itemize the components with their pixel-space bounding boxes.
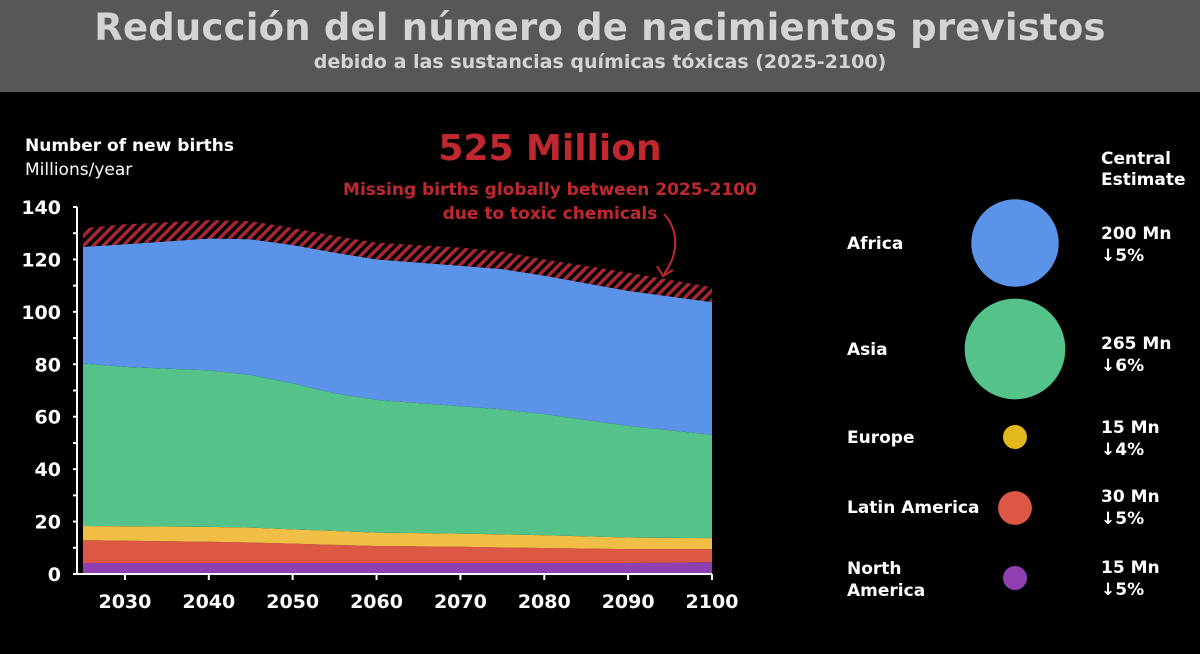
x-tick-label: 2090 xyxy=(602,591,655,613)
y-tick-label: 0 xyxy=(48,564,61,586)
x-tick-label: 2030 xyxy=(98,591,151,613)
legend-bubble xyxy=(971,199,1059,287)
estimate-latin-america: 30 Mn ↓5% xyxy=(1101,486,1160,530)
area-asia xyxy=(83,363,712,539)
estimate-change: ↓4% xyxy=(1101,440,1145,460)
annotation-arrow xyxy=(663,213,677,275)
legend-bubble xyxy=(964,298,1066,400)
estimate-change: ↓6% xyxy=(1101,356,1145,376)
legend-label-north-america: North America xyxy=(847,558,925,602)
legend-label-line-2: America xyxy=(847,581,926,601)
y-tick-label: 40 xyxy=(35,459,61,481)
legend-bubble xyxy=(1003,425,1027,449)
y-tick-label: 80 xyxy=(35,354,61,376)
page-subtitle: debido a las sustancias químicas tóxicas… xyxy=(313,51,887,73)
estimate-europe: 15 Mn ↓4% xyxy=(1101,417,1160,461)
legend-label-africa: Africa xyxy=(847,234,904,254)
annotation-text: Missing births globally between 2025-210… xyxy=(330,178,770,226)
estimate-value: 30 Mn xyxy=(1101,487,1160,507)
legend-header-line-2: Estimate xyxy=(1101,170,1186,190)
estimate-value: 200 Mn xyxy=(1101,224,1172,244)
page-title: Reducción del número de nacimientos prev… xyxy=(94,6,1106,49)
annotation-headline: 525 Million xyxy=(438,128,662,169)
estimate-value: 265 Mn xyxy=(1101,334,1172,354)
annotation-arrowhead xyxy=(656,265,674,278)
y-tick-label: 120 xyxy=(21,249,61,271)
legend-bubble xyxy=(1003,566,1027,590)
x-tick-label: 2050 xyxy=(266,591,319,613)
y-axis-unit: Millions/year xyxy=(25,160,133,180)
estimate-value: 15 Mn xyxy=(1101,418,1160,438)
area-north-america xyxy=(83,562,712,574)
legend-header: Central Estimate xyxy=(1101,149,1186,191)
legend-bubble xyxy=(998,491,1032,525)
estimate-asia: 265 Mn ↓6% xyxy=(1101,333,1171,377)
header: Reducción del número de nacimientos prev… xyxy=(0,0,1200,92)
area-missing-births xyxy=(83,220,712,303)
x-tick-label: 2040 xyxy=(182,591,235,613)
y-tick-label: 60 xyxy=(35,407,61,429)
legend-label-line-1: North xyxy=(847,559,902,579)
estimate-north-america: 15 Mn ↓5% xyxy=(1101,557,1160,601)
estimate-value: 15 Mn xyxy=(1101,558,1160,578)
y-tick-label: 20 xyxy=(35,512,61,534)
x-tick-label: 2080 xyxy=(518,591,571,613)
estimate-change: ↓5% xyxy=(1101,246,1145,266)
x-tick-label: 2070 xyxy=(434,591,487,613)
x-tick-label: 2100 xyxy=(686,591,739,613)
estimate-change: ↓5% xyxy=(1101,580,1145,600)
legend-label-europe: Europe xyxy=(847,428,915,448)
legend-header-line-1: Central xyxy=(1101,149,1171,169)
y-tick-label: 100 xyxy=(21,302,61,324)
y-axis-label: Number of new births xyxy=(25,136,235,156)
estimate-change: ↓5% xyxy=(1101,509,1145,529)
area-africa xyxy=(83,238,712,435)
annotation-line-1: Missing births globally between 2025-210… xyxy=(343,180,757,200)
legend-label-latin-america: Latin America xyxy=(847,498,980,518)
legend-label-asia: Asia xyxy=(847,340,888,360)
annotation-line-2: due to toxic chemicals xyxy=(442,204,658,224)
x-tick-label: 2060 xyxy=(350,591,403,613)
area-europe xyxy=(83,526,712,550)
y-tick-label: 140 xyxy=(21,197,61,219)
estimate-africa: 200 Mn ↓5% xyxy=(1101,223,1171,267)
area-latin-america xyxy=(83,540,712,563)
